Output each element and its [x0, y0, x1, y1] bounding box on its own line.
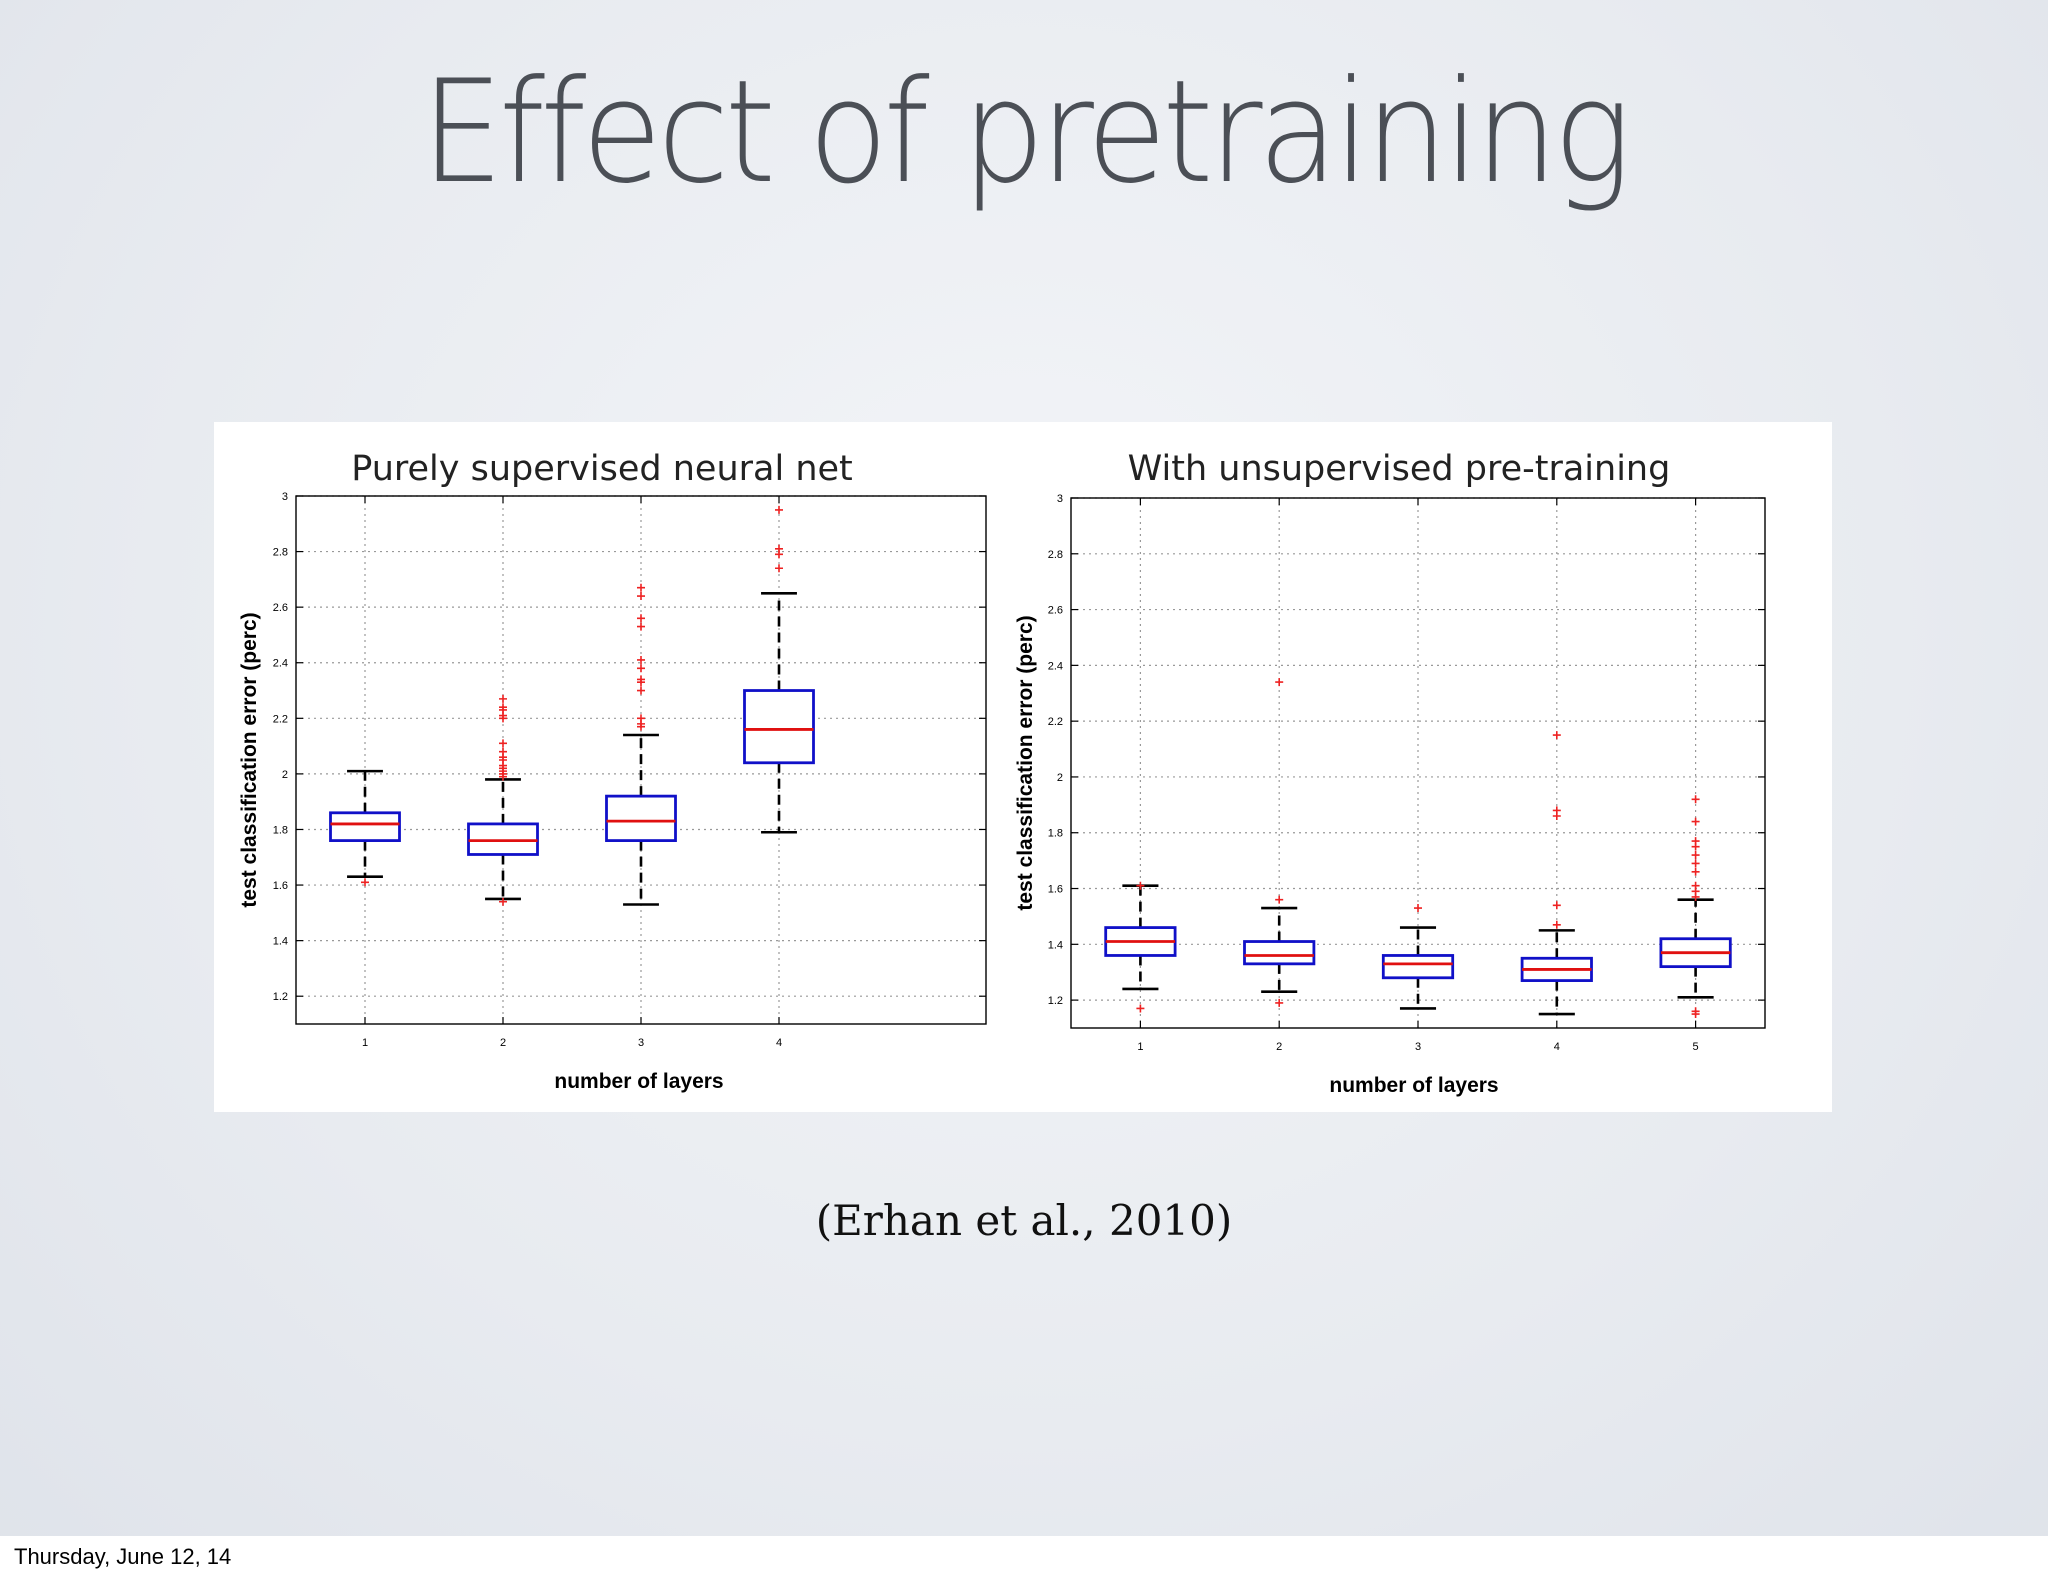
x-tick-label: 5	[1693, 1041, 1699, 1053]
outlier-marker	[1136, 1004, 1145, 1013]
box-iqr	[329, 811, 401, 842]
y-tick-label: 1.4	[273, 936, 288, 948]
y-tick-label: 1.6	[273, 880, 288, 892]
x-tick-label: 1	[362, 1037, 368, 1049]
y-tick-label: 1.8	[1048, 828, 1063, 840]
outlier-marker	[1691, 1007, 1700, 1016]
x-tick-label: 2	[1276, 1041, 1282, 1053]
outlier-marker	[1691, 837, 1700, 846]
outlier-marker	[637, 592, 645, 601]
slide-title: Effect of pretraining	[420, 50, 1632, 215]
y-tick-label: 2	[282, 769, 288, 781]
y-tick-label: 1.4	[1048, 939, 1063, 951]
y-tick-label: 1.8	[273, 824, 288, 836]
x-tick-label: 2	[500, 1037, 506, 1049]
y-tick-label: 2.6	[273, 602, 288, 614]
box-iqr	[1381, 954, 1455, 980]
outlier-marker	[637, 655, 645, 664]
box-iqr	[605, 794, 677, 842]
outlier-marker	[1275, 998, 1284, 1007]
x-tick-label: 3	[1415, 1041, 1421, 1053]
footer-date: Thursday, June 12, 14	[14, 1544, 232, 1569]
outlier-marker	[1691, 817, 1700, 826]
outlier-marker	[1552, 901, 1561, 910]
outlier-marker	[775, 564, 783, 573]
y-tick-label: 2.2	[1048, 716, 1063, 728]
outlier-marker	[1275, 895, 1284, 904]
box-iqr	[743, 689, 815, 765]
outlier-marker	[775, 505, 783, 514]
y-tick-label: 2	[1057, 772, 1063, 784]
x-axis-label: number of layers	[1329, 1074, 1498, 1097]
outlier-marker	[1691, 867, 1700, 876]
outlier-marker	[499, 694, 507, 703]
y-tick-label: 1.2	[1048, 995, 1063, 1007]
outlier-marker	[637, 714, 645, 723]
outlier-marker	[1414, 904, 1422, 913]
chart-title: With unsupervised pre-training	[1128, 449, 1671, 489]
outlier-marker	[361, 878, 369, 887]
y-tick-label: 2.6	[1048, 605, 1063, 617]
chart-title: Purely supervised neural net	[351, 449, 853, 489]
y-tick-label: 3	[282, 491, 288, 503]
outlier-marker	[637, 583, 645, 592]
y-tick-label: 1.2	[273, 991, 288, 1003]
y-axis-label: test classification error (perc)	[1014, 615, 1037, 910]
footer-bar: Thursday, June 12, 14	[0, 1536, 2048, 1576]
outlier-marker	[499, 739, 507, 748]
x-axis-label: number of layers	[554, 1070, 723, 1093]
outlier-marker	[1552, 920, 1561, 929]
outlier-marker	[1552, 731, 1561, 740]
x-tick-label: 4	[1554, 1041, 1560, 1053]
y-tick-label: 2.8	[1048, 549, 1063, 561]
outlier-marker	[1691, 795, 1700, 804]
y-tick-label: 2.8	[273, 547, 288, 559]
outlier-marker	[1275, 678, 1284, 687]
y-tick-label: 2.2	[273, 713, 288, 725]
boxplot-figure: 1.2 1.4 1.6 1.8 2 2.2 2.4 2.6 2.8 3 1 2 3 4 Purely sup…	[238, 449, 1766, 1097]
outlier-marker	[1136, 881, 1145, 890]
outlier-marker	[637, 675, 645, 684]
outlier-marker	[1691, 859, 1700, 868]
outlier-marker	[1691, 851, 1700, 860]
outlier-marker	[637, 686, 645, 695]
outlier-marker	[637, 664, 645, 673]
y-tick-label: 2.4	[273, 658, 288, 670]
y-tick-label: 1.6	[1048, 884, 1063, 896]
outlier-marker	[1552, 806, 1561, 815]
outlier-marker	[775, 544, 783, 553]
outlier-marker	[499, 897, 507, 906]
x-tick-label: 3	[638, 1037, 644, 1049]
outlier-marker	[499, 703, 507, 712]
x-tick-label: 1	[1137, 1041, 1143, 1053]
outlier-marker	[637, 614, 645, 623]
outlier-marker	[637, 622, 645, 631]
y-axis-label: test classification error (perc)	[238, 612, 261, 907]
outlier-marker	[1691, 881, 1700, 890]
x-tick-label: 4	[776, 1037, 782, 1049]
figure-panel: 1.2 1.4 1.6 1.8 2 2.2 2.4 2.6 2.8 3 1 2 3 4 Purely sup…	[214, 422, 1832, 1112]
outlier-marker	[499, 747, 507, 756]
box-iqr	[1243, 940, 1316, 966]
y-tick-label: 3	[1057, 493, 1063, 505]
citation: (Erhan et al., 2010)	[815, 1196, 1233, 1245]
y-tick-label: 2.4	[1048, 660, 1063, 672]
